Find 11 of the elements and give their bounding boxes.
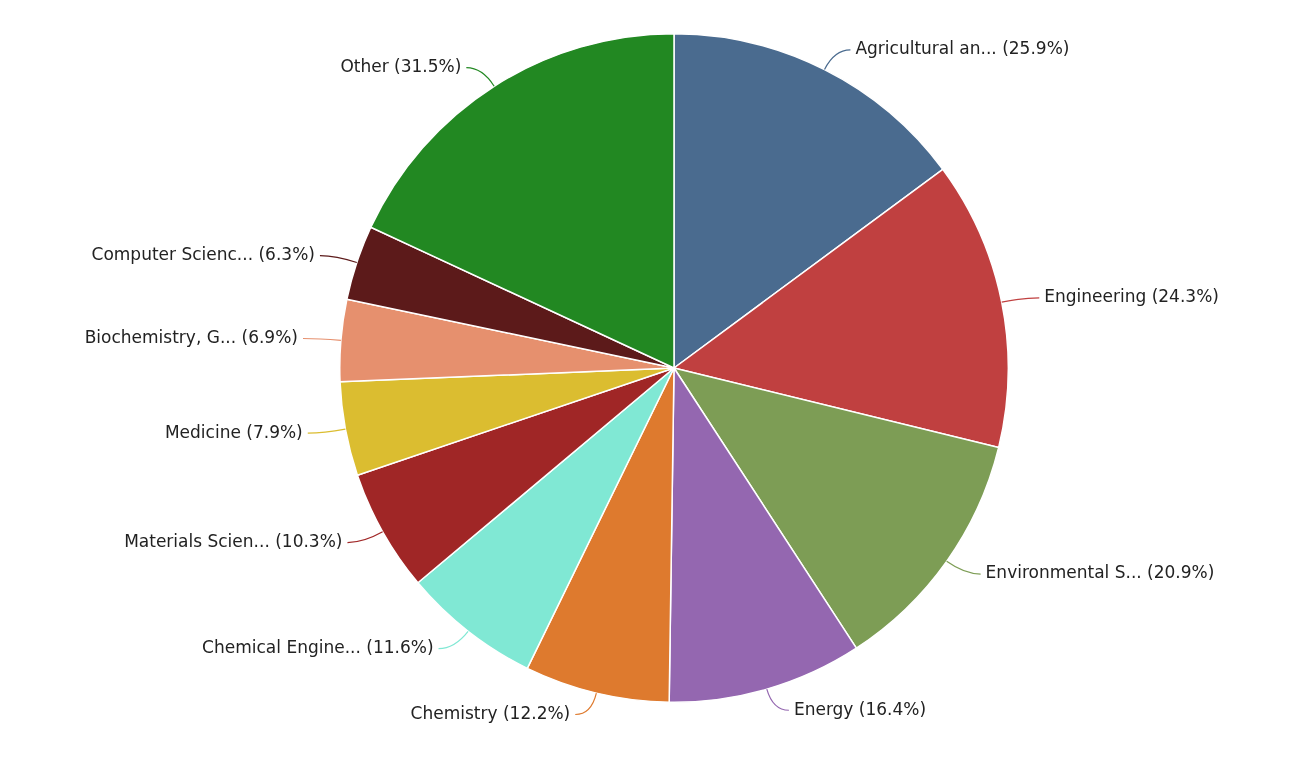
slice-label: Materials Scien... (10.3%)	[124, 531, 343, 552]
slice-label: Biochemistry, G... (6.9%)	[84, 326, 298, 347]
slice-label: Environmental S... (20.9%)	[985, 562, 1215, 583]
slice-label: Computer Scienc... (6.3%)	[91, 244, 315, 265]
slice-label: Agricultural an... (25.9%)	[855, 38, 1070, 59]
slice-label: Energy (16.4%)	[793, 698, 927, 719]
slice-label: Chemical Engine... (11.6%)	[202, 637, 434, 658]
slice-label: Engineering (24.3%)	[1044, 286, 1219, 307]
slice-label: Chemistry (12.2%)	[410, 702, 571, 723]
slice-label: Medicine (7.9%)	[164, 421, 303, 442]
slice-label: Other (31.5%)	[340, 56, 462, 77]
